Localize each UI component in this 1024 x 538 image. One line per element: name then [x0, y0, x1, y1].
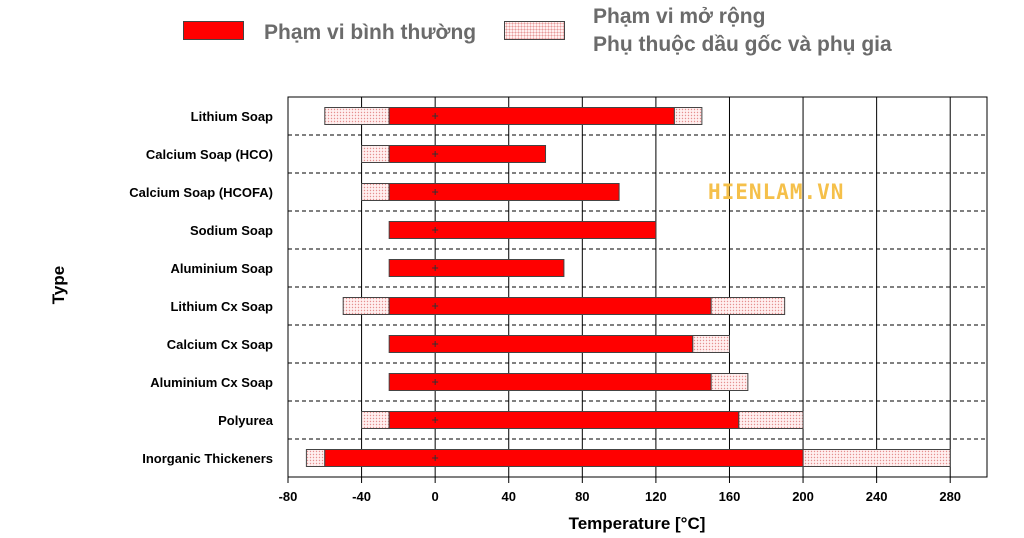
category-label-calcium-soap-hco: Calcium Soap (HCO): [146, 147, 273, 162]
x-tick-label: 120: [645, 489, 667, 504]
bar-extended-high-lithium-cx-soap: [710, 297, 786, 315]
bar-normal-aluminium-soap: [388, 259, 565, 277]
legend: Phạm vi bình thường Phạm vi mở rộng Phụ …: [0, 0, 1024, 70]
legend-swatch-normal: [183, 21, 244, 40]
bar-extended-high-lithium-soap: [673, 107, 703, 125]
x-tick-label: 200: [792, 489, 814, 504]
bar-normal-lithium-cx-soap: [388, 297, 712, 315]
x-tick-label: -80: [279, 489, 298, 504]
x-tick-label: 0: [432, 489, 439, 504]
bar-extended-low-calcium-soap-hco: [361, 145, 390, 163]
watermark: HIENLAM.VN: [708, 180, 844, 204]
bar-normal-calcium-cx-soap: [388, 335, 694, 353]
legend-label-extended: Phạm vi mở rộng: [593, 5, 766, 28]
x-tick-label: -40: [352, 489, 371, 504]
bar-extended-high-polyurea: [738, 411, 804, 429]
x-tick-label: 280: [939, 489, 961, 504]
bar-normal-inorganic-thickeners: [324, 449, 804, 467]
category-label-lithium-cx-soap: Lithium Cx Soap: [170, 299, 273, 314]
category-label-aluminium-soap: Aluminium Soap: [170, 261, 273, 276]
x-tick-label: 160: [719, 489, 741, 504]
legend-swatch-extended: [504, 21, 565, 40]
bar-extended-low-polyurea: [361, 411, 390, 429]
category-label-lithium-soap: Lithium Soap: [191, 109, 273, 124]
bar-normal-aluminium-cx-soap: [388, 373, 712, 391]
bar-extended-high-calcium-cx-soap: [692, 335, 730, 353]
bar-normal-polyurea: [388, 411, 740, 429]
bar-extended-low-lithium-cx-soap: [342, 297, 390, 315]
category-label-sodium-soap: Sodium Soap: [190, 223, 273, 238]
bar-normal-calcium-soap-hcofa: [388, 183, 620, 201]
bar-normal-calcium-soap-hco: [388, 145, 547, 163]
category-label-aluminium-cx-soap: Aluminium Cx Soap: [150, 375, 273, 390]
bar-extended-low-inorganic-thickeners: [305, 449, 326, 467]
x-tick-label: 40: [502, 489, 516, 504]
category-label-polyurea: Polyurea: [218, 413, 274, 428]
bar-extended-high-inorganic-thickeners: [802, 449, 951, 467]
x-tick-label: 240: [866, 489, 888, 504]
y-axis-title: Type: [49, 266, 68, 304]
x-axis-title: Temperature [°C]: [569, 514, 706, 533]
bar-normal-sodium-soap: [388, 221, 657, 239]
legend-label-extended-note: Phụ thuộc dầu gốc và phụ gia: [593, 33, 892, 56]
category-label-calcium-cx-soap: Calcium Cx Soap: [167, 337, 273, 352]
bar-normal-lithium-soap: [388, 107, 675, 125]
bar-extended-low-calcium-soap-hcofa: [361, 183, 390, 201]
bar-extended-low-lithium-soap: [324, 107, 390, 125]
category-label-calcium-soap-hcofa: Calcium Soap (HCOFA): [129, 185, 273, 200]
bar-extended-high-aluminium-cx-soap: [710, 373, 749, 391]
x-tick-label: 80: [575, 489, 589, 504]
category-label-inorganic-thickeners: Inorganic Thickeners: [142, 451, 273, 466]
legend-label-normal: Phạm vi bình thường: [264, 21, 477, 44]
